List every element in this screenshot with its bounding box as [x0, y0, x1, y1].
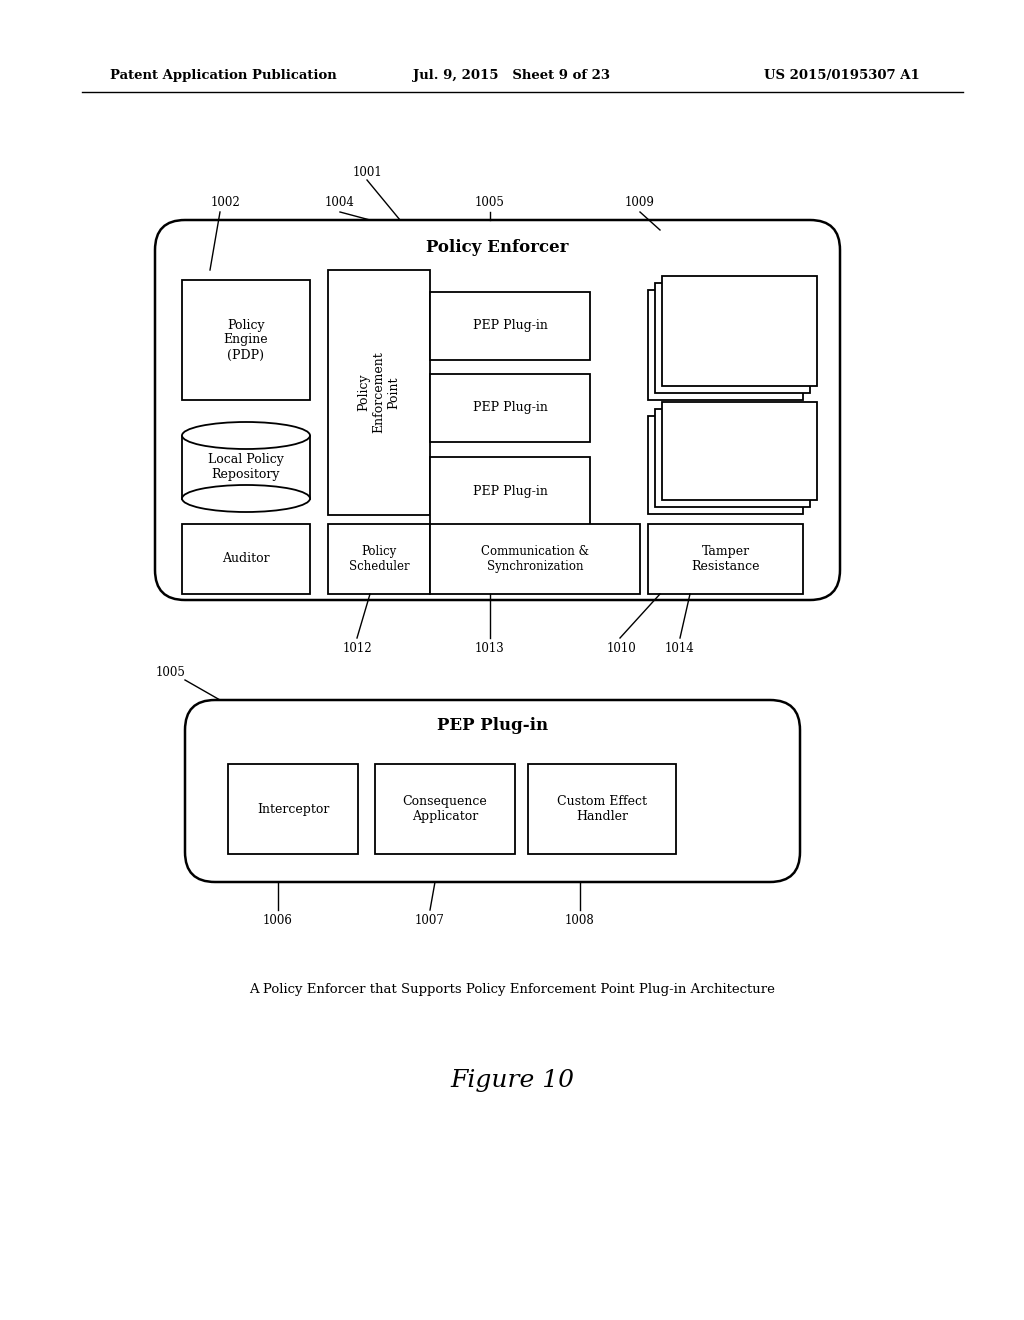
Text: Policy
Scheduler: Policy Scheduler [349, 545, 410, 573]
Text: Policy Enforcer: Policy Enforcer [426, 239, 568, 256]
Bar [648, 290, 803, 400]
Bar [182, 436, 310, 499]
Bar [662, 403, 817, 500]
Bar [648, 416, 803, 513]
Ellipse shape [182, 484, 310, 512]
Text: A Policy Enforcer that Supports Policy Enforcement Point Plug-in Architecture: A Policy Enforcer that Supports Policy E… [249, 983, 775, 997]
Text: 1014: 1014 [666, 642, 695, 655]
Bar [182, 280, 310, 400]
Text: 1012: 1012 [342, 642, 372, 655]
Text: 1006: 1006 [263, 913, 293, 927]
Text: Patent Application Publication: Patent Application Publication [110, 69, 337, 82]
Text: 1001: 1001 [352, 165, 382, 178]
Text: Policy
Engine
(PDP): Policy Engine (PDP) [223, 318, 268, 362]
Text: Figure 10: Figure 10 [450, 1068, 574, 1092]
Text: 1008: 1008 [565, 913, 595, 927]
Bar [662, 276, 817, 385]
Text: 1009: 1009 [625, 195, 655, 209]
Text: Auditor: Auditor [222, 553, 269, 565]
Text: 1010: 1010 [607, 642, 637, 655]
Bar [655, 409, 810, 507]
Bar [430, 524, 640, 594]
Bar [328, 524, 430, 594]
Text: 1005: 1005 [475, 195, 505, 209]
Text: US 2015/0195307 A1: US 2015/0195307 A1 [764, 69, 920, 82]
Text: Interceptor: Interceptor [257, 803, 329, 816]
Text: PEP Plug-in: PEP Plug-in [472, 401, 548, 414]
Bar [182, 524, 310, 594]
Bar [430, 292, 590, 360]
Text: PEP Plug-in: PEP Plug-in [472, 319, 548, 333]
Text: Tamper
Resistance: Tamper Resistance [691, 545, 760, 573]
Text: Custom Effect
Handler: Custom Effect Handler [557, 795, 647, 822]
Bar [228, 764, 358, 854]
Text: Local Policy
Repository: Local Policy Repository [208, 453, 284, 480]
Bar [328, 271, 430, 515]
Bar [375, 764, 515, 854]
Text: PEP Plug-in: PEP Plug-in [472, 484, 548, 498]
Bar [528, 764, 676, 854]
Bar [430, 374, 590, 442]
Text: Obligation
Handler: Obligation Handler [692, 331, 759, 359]
Text: Remediation
Handler: Remediation Handler [685, 451, 766, 479]
FancyBboxPatch shape [185, 700, 800, 882]
Bar [430, 457, 590, 525]
Text: Communication &
Synchronization: Communication & Synchronization [481, 545, 589, 573]
Text: 1007: 1007 [415, 913, 445, 927]
Bar [655, 282, 810, 393]
Text: 1004: 1004 [325, 195, 355, 209]
Ellipse shape [182, 422, 310, 449]
Text: 1002: 1002 [211, 195, 241, 209]
Text: PEP Plug-in: PEP Plug-in [437, 717, 548, 734]
Text: Consequence
Applicator: Consequence Applicator [402, 795, 487, 822]
Text: 1005: 1005 [156, 665, 186, 678]
Text: Jul. 9, 2015   Sheet 9 of 23: Jul. 9, 2015 Sheet 9 of 23 [414, 69, 610, 82]
Text: 1013: 1013 [475, 642, 505, 655]
Bar [648, 524, 803, 594]
Text: Policy
Enforcement
Point: Policy Enforcement Point [357, 351, 400, 433]
FancyBboxPatch shape [155, 220, 840, 601]
